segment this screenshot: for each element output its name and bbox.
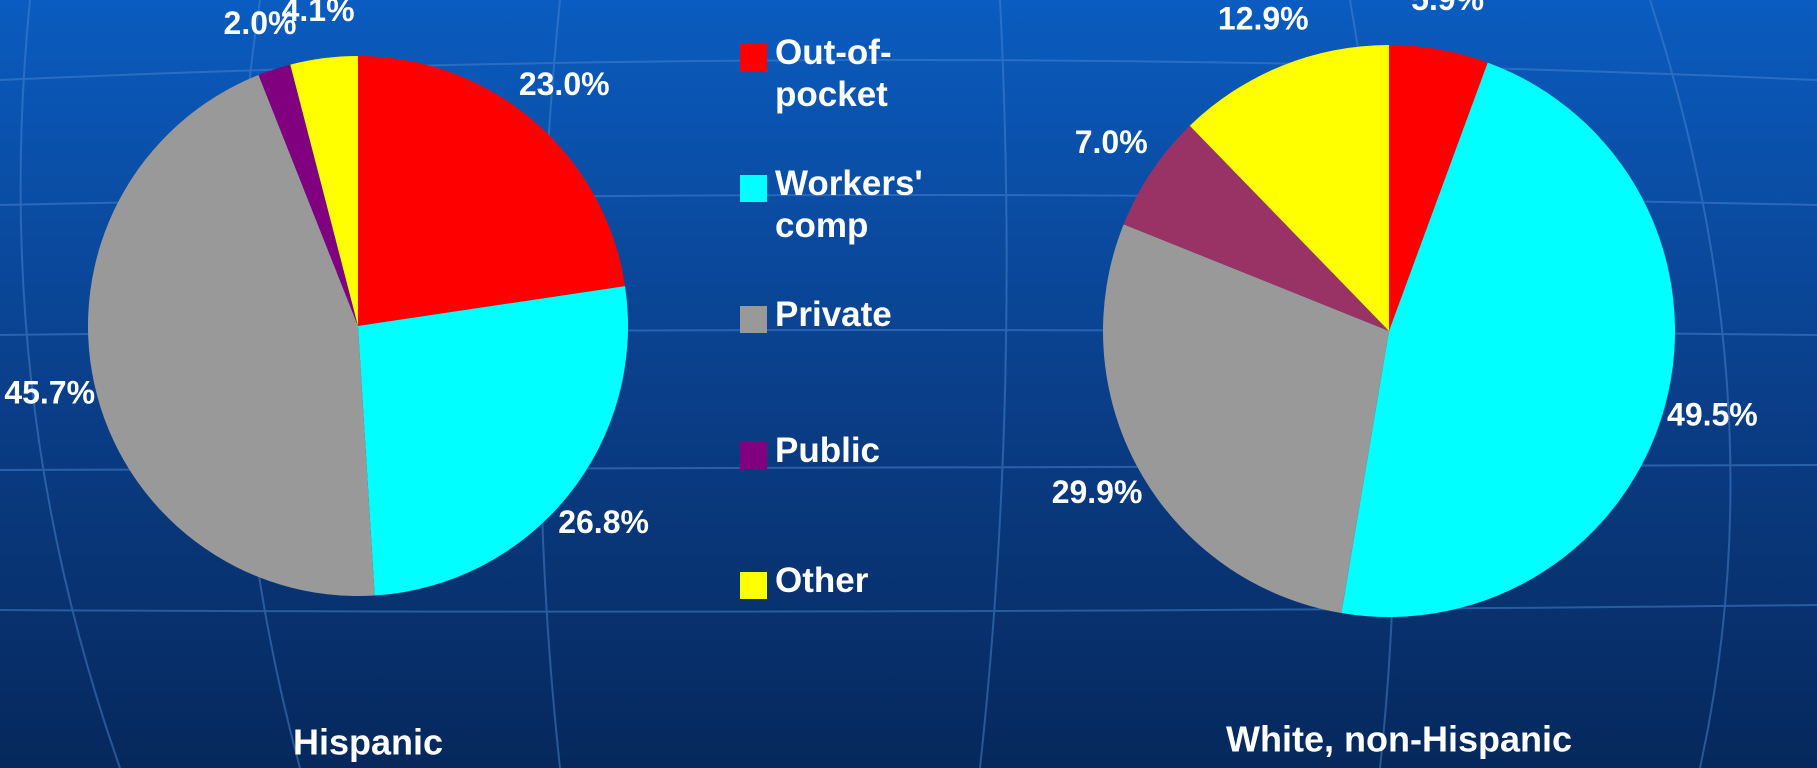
legend-label: Public bbox=[775, 431, 881, 470]
pie-slice bbox=[358, 286, 628, 596]
data-label: 7.0% bbox=[1075, 124, 1148, 160]
pie-slice bbox=[358, 56, 626, 326]
pie-slice bbox=[1103, 224, 1389, 614]
chart-title: Hispanic bbox=[293, 722, 443, 763]
legend-label: Private bbox=[775, 295, 892, 334]
data-label: 45.7% bbox=[4, 374, 95, 410]
data-label: 5.9% bbox=[1411, 0, 1484, 17]
legend-label: Other bbox=[775, 561, 869, 600]
legend-label: Out-of-pocket bbox=[775, 33, 892, 114]
legend-swatch bbox=[740, 44, 767, 71]
data-label: 12.9% bbox=[1218, 0, 1309, 36]
data-label: 29.9% bbox=[1052, 474, 1143, 510]
pie-slice bbox=[1389, 45, 1488, 331]
data-label: 26.8% bbox=[558, 504, 649, 540]
chart-title: White, non-Hispanic bbox=[1226, 719, 1572, 760]
data-label: 49.5% bbox=[1667, 396, 1758, 432]
data-label: 2.0% bbox=[224, 5, 297, 41]
data-label: 4.1% bbox=[282, 0, 355, 28]
pie-slice bbox=[87, 74, 375, 597]
legend-swatch bbox=[740, 442, 767, 469]
pie-slice bbox=[290, 56, 358, 326]
pie-slice bbox=[1189, 45, 1389, 331]
pie-slice bbox=[1123, 125, 1389, 331]
legend-label: Workers' comp bbox=[775, 164, 923, 245]
legend-swatch bbox=[740, 306, 767, 333]
legend-swatch bbox=[740, 175, 767, 202]
data-label: 23.0% bbox=[519, 66, 610, 102]
legend-swatch bbox=[740, 572, 767, 599]
pie-slice bbox=[258, 64, 358, 326]
pie-slice bbox=[1341, 62, 1676, 618]
